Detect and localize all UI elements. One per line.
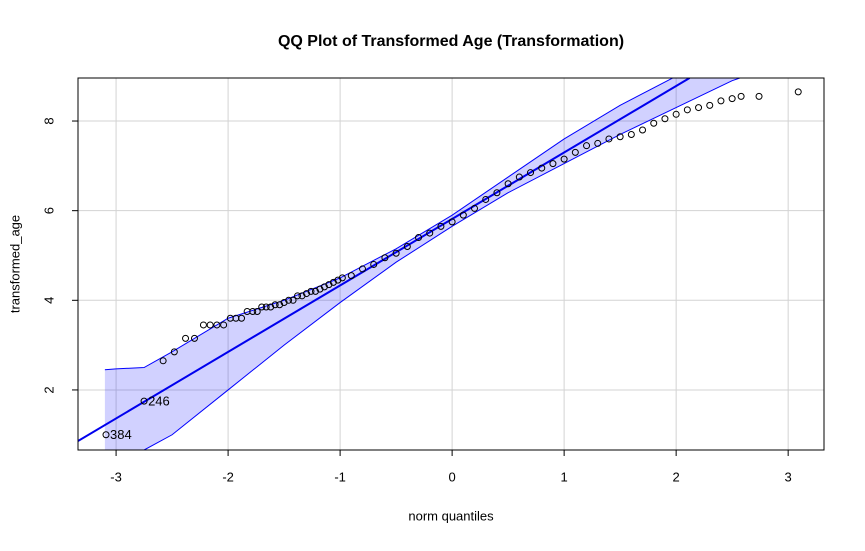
data-point <box>294 292 302 300</box>
data-point <box>482 195 490 203</box>
confidence-band <box>104 78 741 450</box>
data-point <box>238 314 246 322</box>
data-point <box>381 254 389 262</box>
x-tick-label: 0 <box>449 469 456 484</box>
data-point <box>695 104 703 112</box>
data-point <box>102 431 110 439</box>
data-point <box>190 334 198 342</box>
data-point <box>605 135 613 143</box>
data-point <box>253 308 261 316</box>
point-label: 384 <box>110 427 132 442</box>
data-point <box>755 92 763 100</box>
band-edge <box>104 78 674 371</box>
plot-area <box>78 78 802 450</box>
data-point <box>249 308 257 316</box>
x-axis-label: norm quantiles <box>408 508 494 523</box>
y-tick-label: 2 <box>41 386 56 393</box>
data-point <box>392 249 400 257</box>
data-point <box>549 160 557 168</box>
data-point <box>359 265 367 273</box>
data-point <box>737 92 745 100</box>
data-point <box>515 173 523 181</box>
data-point <box>426 229 434 237</box>
data-point <box>213 321 221 329</box>
grid <box>78 78 824 450</box>
data-point <box>583 142 591 150</box>
data-point <box>717 97 725 105</box>
data-point <box>170 348 178 356</box>
data-point <box>560 155 568 163</box>
y-tick-label: 6 <box>41 207 56 214</box>
data-point <box>471 204 479 212</box>
data-point <box>258 303 266 311</box>
data-point <box>527 169 535 177</box>
data-point <box>220 321 228 329</box>
data-point <box>159 357 167 365</box>
data-point <box>415 234 423 242</box>
data-point <box>307 287 315 295</box>
x-tick-label: 2 <box>673 469 680 484</box>
data-point <box>370 260 378 268</box>
data-point <box>594 139 602 147</box>
y-tick-label: 4 <box>41 297 56 304</box>
data-point <box>271 301 279 309</box>
data-point <box>199 321 207 329</box>
data-point <box>538 164 546 172</box>
data-point <box>571 148 579 156</box>
x-tick-label: -2 <box>222 469 234 484</box>
data-point <box>504 180 512 188</box>
plot-frame <box>77 77 825 451</box>
y-axis-label: transformed_age <box>7 215 22 313</box>
data-point <box>728 95 736 103</box>
data-point <box>616 133 624 141</box>
data-point <box>639 126 647 134</box>
x-tick-label: 1 <box>561 469 568 484</box>
chart-title: QQ Plot of Transformed Age (Transformati… <box>278 33 624 50</box>
x-tick-label: -3 <box>110 469 122 484</box>
data-point <box>182 334 190 342</box>
data-point <box>683 106 691 114</box>
data-point <box>661 115 669 123</box>
data-point <box>206 321 214 329</box>
y-tick-label: 8 <box>41 117 56 124</box>
data-point <box>347 272 355 280</box>
data-point <box>285 296 293 304</box>
data-point <box>650 119 658 127</box>
x-tick-label: -1 <box>334 469 346 484</box>
reference-line <box>78 78 691 442</box>
data-point <box>403 243 411 251</box>
x-tick-label: 3 <box>785 469 792 484</box>
data-point <box>493 189 501 197</box>
point-label: 246 <box>148 394 170 409</box>
data-point <box>459 211 467 219</box>
data-point <box>706 101 714 109</box>
data-point <box>627 130 635 138</box>
data-point <box>262 303 270 311</box>
data-point <box>437 222 445 230</box>
band-edge <box>142 78 742 450</box>
data-point <box>289 296 297 304</box>
data-point <box>140 397 148 405</box>
data-point <box>448 218 456 226</box>
data-point <box>338 274 346 282</box>
data-point <box>672 110 680 118</box>
data-point <box>794 88 802 96</box>
